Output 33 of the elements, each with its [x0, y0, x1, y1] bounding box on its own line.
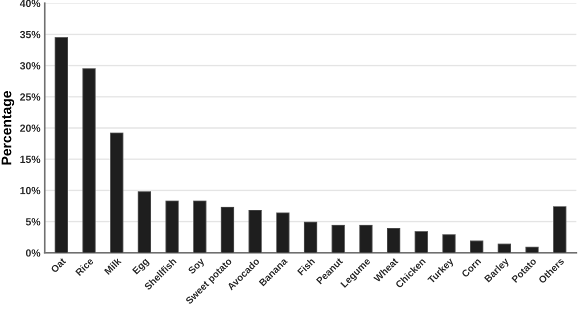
x-tick-label: Fish [296, 257, 316, 276]
x-tick-label: Milk [104, 256, 122, 275]
y-tick-label: 40% [20, 0, 40, 8]
y-axis-title: Percentage [2, 91, 14, 165]
bar [553, 206, 566, 253]
bar [359, 224, 373, 253]
bar [498, 244, 512, 253]
x-tick-label: Oat [50, 257, 66, 274]
bar [442, 234, 456, 253]
bar [220, 206, 234, 253]
y-tick-label: 35% [20, 30, 40, 38]
y-tick-label: 25% [20, 93, 40, 101]
bar [470, 240, 484, 253]
bar [332, 224, 345, 253]
y-tick-label: 15% [20, 156, 40, 164]
y-tick-label: 30% [20, 62, 40, 70]
y-tick-label: 5% [26, 218, 40, 226]
bar [276, 212, 290, 253]
bar [54, 37, 68, 253]
bar [525, 246, 539, 253]
bar [386, 228, 400, 253]
bar [82, 68, 96, 253]
bar [138, 191, 152, 253]
y-tick-label: 0% [26, 249, 40, 257]
y-tick-label: 20% [20, 124, 40, 132]
bar [248, 210, 262, 253]
x-tick-label: Soy [188, 257, 206, 276]
y-tick-label: 10% [20, 186, 40, 194]
bar [304, 222, 318, 253]
bar [414, 231, 428, 253]
bar [110, 132, 124, 253]
bar [193, 200, 206, 253]
bar [165, 200, 179, 253]
